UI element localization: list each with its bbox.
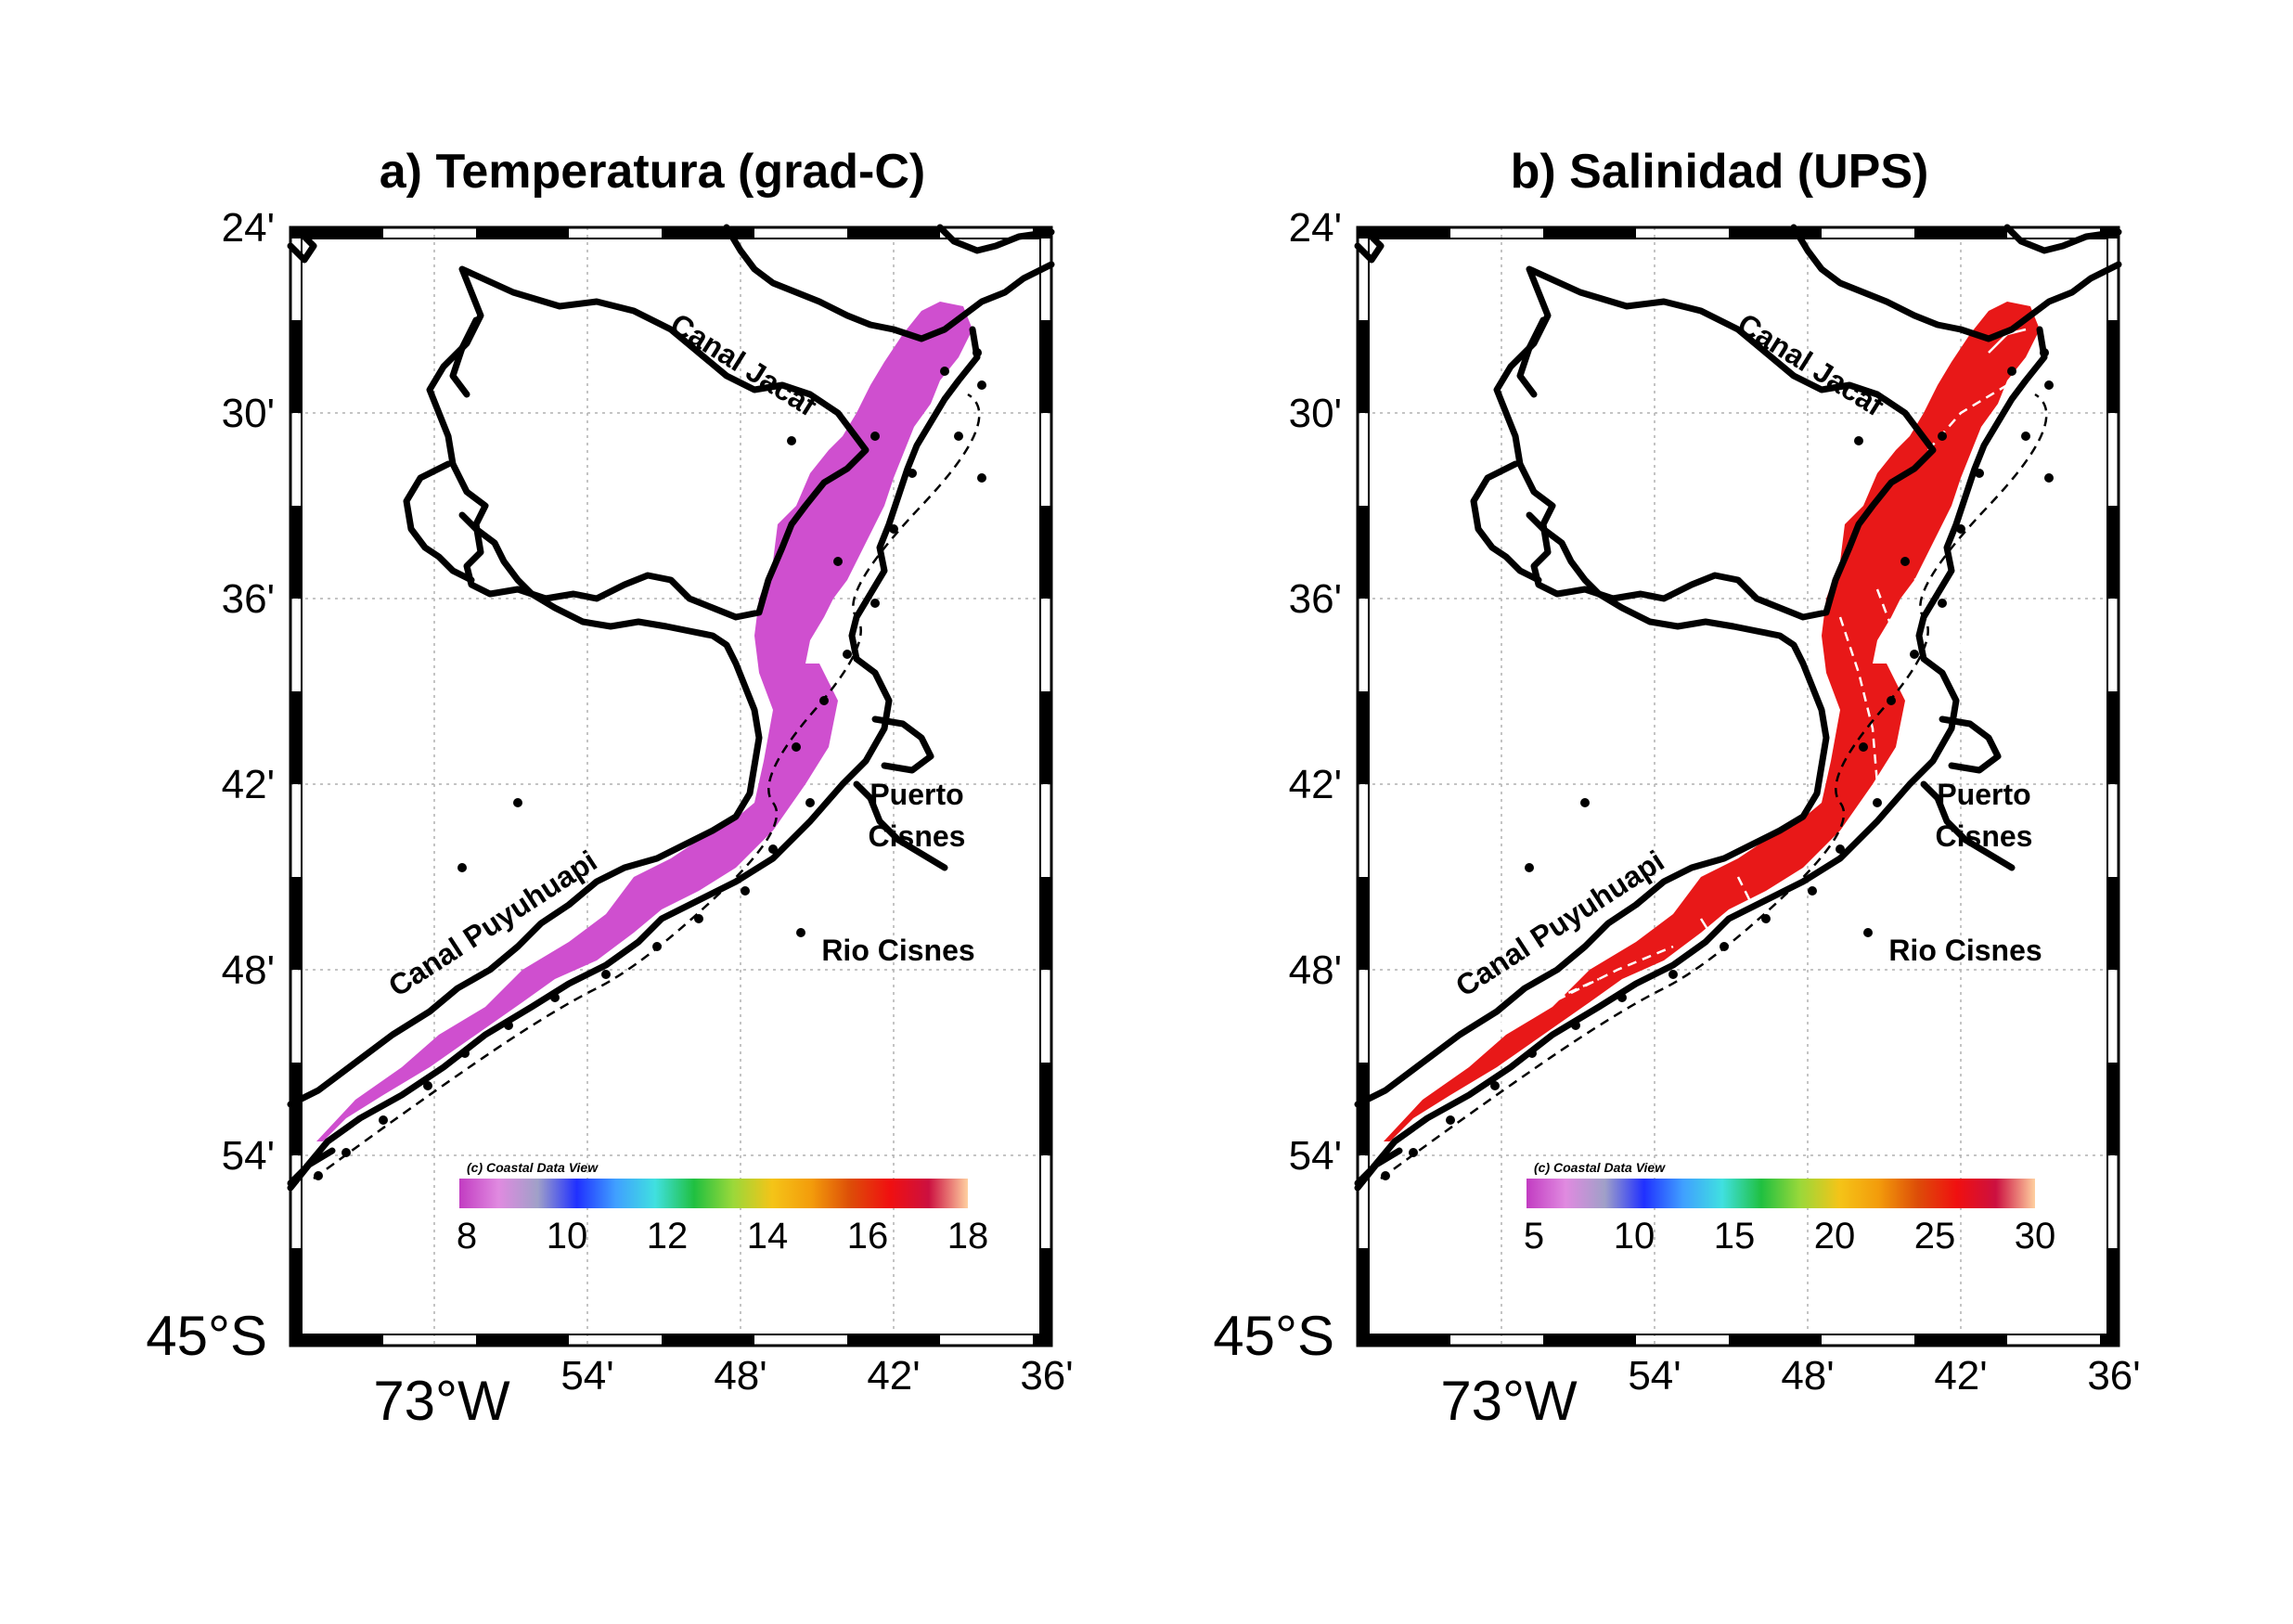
colorbar-tick-label: 8	[457, 1216, 477, 1257]
lon-label: 36'	[1020, 1353, 1073, 1398]
contour-label: 25	[1959, 600, 1994, 636]
colorbar-tick-label: 15	[1714, 1216, 1756, 1257]
colorbar: (c) Coastal Data View 5 10 15 20 25 30	[1524, 1160, 2055, 1257]
panel-salinity: b) Salinidad (UPS)	[1213, 145, 2140, 1432]
lat-label: 36'	[1289, 576, 1342, 622]
label-cisnes: Cisnes	[869, 819, 966, 853]
map-frame: Canal Jacaf Canal Puyuhuapi Puerto Cisne…	[289, 226, 1053, 1347]
lat-label: 48'	[222, 947, 275, 993]
colorbar-credit: (c) Coastal Data View	[467, 1160, 599, 1175]
panel-title: a) Temperatura (grad-C)	[380, 145, 925, 199]
colorbar-tick-label: 12	[647, 1216, 689, 1257]
map-border	[1356, 226, 2120, 1347]
lat-label: 30'	[1289, 391, 1342, 436]
lon-main-label: 73°W	[373, 1370, 510, 1432]
colorbar-tick-label: 30	[2015, 1216, 2056, 1257]
colorbar: (c) Coastal Data View 8 10 12 14 16 18	[457, 1160, 988, 1257]
map-frame: 25 Canal Jacaf Canal Puyuhuapi Puerto Ci…	[1356, 226, 2120, 1347]
lon-label: 54'	[560, 1353, 613, 1398]
lat-label: 24'	[222, 205, 275, 251]
lon-axis: 73°W 54' 48' 42' 36'	[1440, 1353, 2140, 1432]
lat-label: 42'	[222, 762, 275, 807]
colorbar-tick-label: 25	[1914, 1216, 1956, 1257]
label-cisnes: Cisnes	[1936, 819, 2033, 853]
lat-main-label: 45°S	[146, 1305, 267, 1367]
lat-label: 54'	[1289, 1133, 1342, 1179]
colorbar-tick-label: 16	[847, 1216, 889, 1257]
colorbar-tick-label: 10	[1614, 1216, 1655, 1257]
lon-label: 42'	[1934, 1353, 1987, 1398]
label-puerto: Puerto	[870, 778, 963, 811]
lon-label: 42'	[867, 1353, 920, 1398]
lat-axis: 24' 30' 36' 42' 48' 54' 45°S	[146, 205, 275, 1367]
colorbar-tick-label: 20	[1814, 1216, 1856, 1257]
map-border	[289, 226, 1053, 1347]
lat-axis: 24' 30' 36' 42' 48' 54' 45°S	[1213, 205, 1342, 1367]
lat-label: 30'	[222, 391, 275, 436]
lon-label: 54'	[1628, 1353, 1681, 1398]
lat-main-label: 45°S	[1213, 1305, 1334, 1367]
lat-label: 48'	[1289, 947, 1342, 993]
lat-label: 54'	[222, 1133, 275, 1179]
lon-label: 48'	[1781, 1353, 1834, 1398]
lat-label: 42'	[1289, 762, 1342, 807]
label-rio-cisnes: Rio Cisnes	[1888, 934, 2042, 967]
lon-main-label: 73°W	[1440, 1370, 1578, 1432]
panel-temperature: a) Temperatura (grad-C) Canal Jacaf Cana…	[146, 145, 1073, 1432]
panel-title: b) Salinidad (UPS)	[1511, 145, 1929, 199]
lon-axis: 73°W 54' 48' 42' 36'	[373, 1353, 1073, 1432]
colorbar-tick-label: 5	[1524, 1216, 1544, 1257]
lat-label: 36'	[222, 576, 275, 622]
label-rio-cisnes: Rio Cisnes	[821, 934, 974, 967]
lon-label: 36'	[2087, 1353, 2140, 1398]
colorbar-ramp	[1527, 1179, 2035, 1208]
colorbar-tick-label: 18	[947, 1216, 989, 1257]
lon-label: 48'	[714, 1353, 766, 1398]
label-puerto: Puerto	[1937, 778, 2030, 811]
lat-label: 24'	[1289, 205, 1342, 251]
colorbar-tick-label: 10	[547, 1216, 588, 1257]
colorbar-tick-label: 14	[747, 1216, 789, 1257]
colorbar-ramp	[459, 1179, 968, 1208]
colorbar-credit: (c) Coastal Data View	[1534, 1160, 1666, 1175]
